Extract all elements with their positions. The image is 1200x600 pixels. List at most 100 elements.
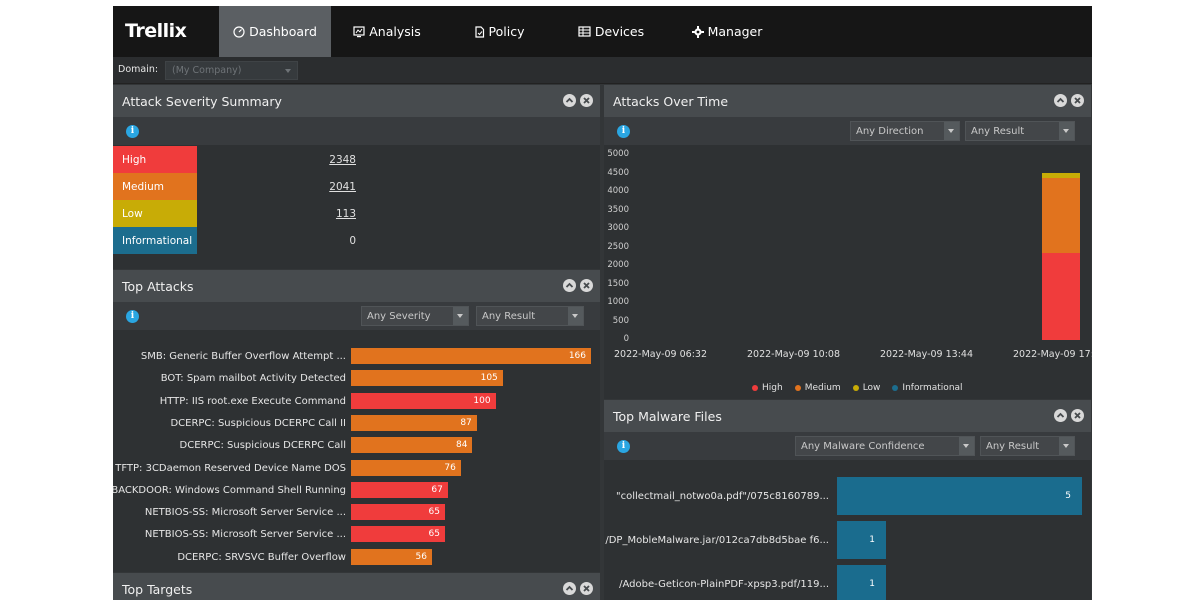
- attack-name[interactable]: NETBIOS-SS: Microsoft Server Service ...: [144, 529, 346, 541]
- attack-row[interactable]: NETBIOS-SS: Microsoft Server Service ...…: [113, 526, 599, 544]
- collapse-button[interactable]: [1054, 409, 1067, 422]
- close-icon: [583, 97, 590, 104]
- close-button[interactable]: [1071, 94, 1084, 107]
- severity-count[interactable]: 113: [335, 208, 356, 220]
- info-icon[interactable]: i: [617, 440, 630, 453]
- malware-name[interactable]: /DP_MobleMalware.jar/012ca7db8d5bae f6..…: [605, 535, 829, 546]
- chevron-down-icon: [1059, 437, 1074, 455]
- attack-row[interactable]: BOT: Spam mailbot Activity Detected 105: [113, 370, 599, 388]
- legend-label: Medium: [804, 383, 841, 393]
- chevron-down-icon: [568, 307, 583, 325]
- tab-dashboard-label: Dashboard: [249, 24, 317, 39]
- attack-bar[interactable]: 56: [351, 548, 432, 565]
- legend-item[interactable]: Medium: [794, 383, 841, 393]
- attack-name[interactable]: DCERPC: SRVSVC Buffer Overflow: [177, 551, 346, 563]
- collapse-button[interactable]: [563, 94, 576, 107]
- attack-bar[interactable]: 67: [351, 481, 448, 498]
- chart-bar-segment-low[interactable]: [1042, 173, 1080, 178]
- legend-marker: [892, 385, 899, 391]
- tab-policy[interactable]: Policy: [443, 6, 555, 57]
- legend-item[interactable]: Informational: [892, 383, 963, 393]
- attack-bar[interactable]: 65: [351, 504, 445, 521]
- tab-analysis-label: Analysis: [369, 24, 421, 39]
- direction-filter-select[interactable]: Any Direction: [850, 121, 960, 141]
- malware-name[interactable]: /Adobe-Geticon-PlainPDF-xpsp3.pdf/119...: [619, 579, 829, 590]
- chart-bar-segment-medium[interactable]: [1042, 177, 1080, 254]
- result-filter-select[interactable]: Any Result: [476, 306, 584, 326]
- panel-header: Top Attacks: [113, 270, 600, 302]
- close-icon: [1074, 412, 1081, 419]
- malware-row[interactable]: /Adobe-Geticon-PlainPDF-xpsp3.pdf/119...…: [604, 565, 1090, 600]
- attack-row[interactable]: SMB: Generic Buffer Overflow Attempt ...…: [113, 348, 599, 366]
- panel-header: Attacks Over Time: [604, 85, 1091, 117]
- close-icon: [583, 585, 590, 592]
- attack-row[interactable]: NETBIOS-SS: Microsoft Server Service ...…: [113, 504, 599, 522]
- severity-count[interactable]: 2041: [329, 181, 356, 193]
- attack-row[interactable]: BACKDOOR: Windows Command Shell Running 6…: [113, 481, 599, 500]
- info-icon[interactable]: i: [617, 125, 630, 138]
- attack-row[interactable]: TFTP: 3CDaemon Reserved Device Name DOS 7…: [113, 459, 599, 478]
- malware-name[interactable]: "collectmail_notwo0a.pdf"/075c8160789...: [616, 491, 829, 502]
- malware-bar[interactable]: 1: [837, 565, 886, 600]
- close-button[interactable]: [1071, 409, 1084, 422]
- panel-title: Top Attacks: [122, 279, 194, 294]
- attack-name[interactable]: BOT: Spam mailbot Activity Detected: [160, 373, 346, 385]
- attack-bar[interactable]: 76: [351, 459, 461, 476]
- attack-severity-summary-panel: Attack Severity Summary i High 2348 Medium…: [113, 85, 600, 269]
- tab-analysis[interactable]: Analysis: [331, 6, 443, 57]
- y-tick-label: 2000: [607, 260, 629, 270]
- result-filter-value: Any Result: [971, 126, 1025, 137]
- chevron-down-icon: [453, 307, 468, 325]
- severity-count[interactable]: 2348: [329, 154, 356, 166]
- tab-manager[interactable]: Manager: [667, 6, 787, 57]
- tab-devices[interactable]: Devices: [555, 6, 667, 57]
- chart-bar-segment-high[interactable]: [1042, 253, 1080, 340]
- close-button[interactable]: [580, 279, 593, 292]
- attack-bar[interactable]: 84: [351, 437, 473, 454]
- chevron-up-icon: [565, 282, 574, 288]
- malware-bar[interactable]: 5: [837, 477, 1082, 515]
- result-filter-select[interactable]: Any Result: [965, 121, 1075, 141]
- malware-row[interactable]: /DP_MobleMalware.jar/012ca7db8d5bae f6..…: [604, 521, 1090, 561]
- malware-bar[interactable]: 1: [837, 521, 886, 559]
- legend-item[interactable]: Low: [852, 383, 880, 393]
- close-button[interactable]: [580, 94, 593, 107]
- attack-row[interactable]: DCERPC: SRVSVC Buffer Overflow 56: [113, 548, 599, 567]
- attack-bar[interactable]: 65: [351, 526, 445, 543]
- y-tick-label: 4000: [607, 186, 629, 196]
- close-button[interactable]: [580, 582, 593, 595]
- info-icon[interactable]: i: [126, 125, 139, 138]
- y-tick-label: 3000: [607, 223, 629, 233]
- attack-bar[interactable]: 166: [351, 348, 591, 364]
- y-tick-label: 5000: [607, 149, 629, 159]
- attack-row[interactable]: HTTP: IIS root.exe Execute Command 100: [113, 392, 599, 411]
- attack-name[interactable]: HTTP: IIS root.exe Execute Command: [159, 395, 346, 407]
- collapse-button[interactable]: [1054, 94, 1067, 107]
- domain-select[interactable]: (My Company): [165, 61, 298, 80]
- info-icon[interactable]: i: [126, 310, 139, 323]
- panel-toolbar: i Any Severity Any Result: [113, 302, 600, 330]
- attack-name[interactable]: BACKDOOR: Windows Command Shell Running: [113, 484, 346, 496]
- chevron-up-icon: [1056, 97, 1065, 103]
- collapse-button[interactable]: [563, 582, 576, 595]
- result-filter-select[interactable]: Any Result: [980, 436, 1075, 456]
- attack-bar[interactable]: 87: [351, 414, 477, 431]
- severity-filter-select[interactable]: Any Severity: [361, 306, 469, 326]
- attack-name[interactable]: TFTP: 3CDaemon Reserved Device Name DOS: [115, 462, 346, 474]
- collapse-button[interactable]: [563, 279, 576, 292]
- attack-row[interactable]: DCERPC: Suspicious DCERPC Call II 87: [113, 414, 599, 433]
- direction-filter-value: Any Direction: [856, 126, 924, 137]
- legend-item[interactable]: High: [752, 383, 783, 393]
- attack-name[interactable]: SMB: Generic Buffer Overflow Attempt ...: [140, 351, 346, 362]
- attack-name[interactable]: DCERPC: Suspicious DCERPC Call II: [170, 417, 346, 429]
- legend-marker: [794, 385, 801, 391]
- malware-confidence-select[interactable]: Any Malware Confidence: [795, 436, 975, 456]
- severity-label: Informational: [113, 227, 197, 254]
- attack-row[interactable]: DCERPC: Suspicious DCERPC Call 84: [113, 437, 599, 455]
- attack-bar[interactable]: 100: [351, 392, 496, 409]
- tab-dashboard[interactable]: Dashboard: [219, 6, 331, 57]
- attack-bar[interactable]: 105: [351, 370, 503, 387]
- attack-name[interactable]: DCERPC: Suspicious DCERPC Call: [179, 440, 346, 452]
- attack-name[interactable]: NETBIOS-SS: Microsoft Server Service ...: [144, 507, 346, 519]
- malware-row[interactable]: "collectmail_notwo0a.pdf"/075c8160789...…: [604, 477, 1090, 517]
